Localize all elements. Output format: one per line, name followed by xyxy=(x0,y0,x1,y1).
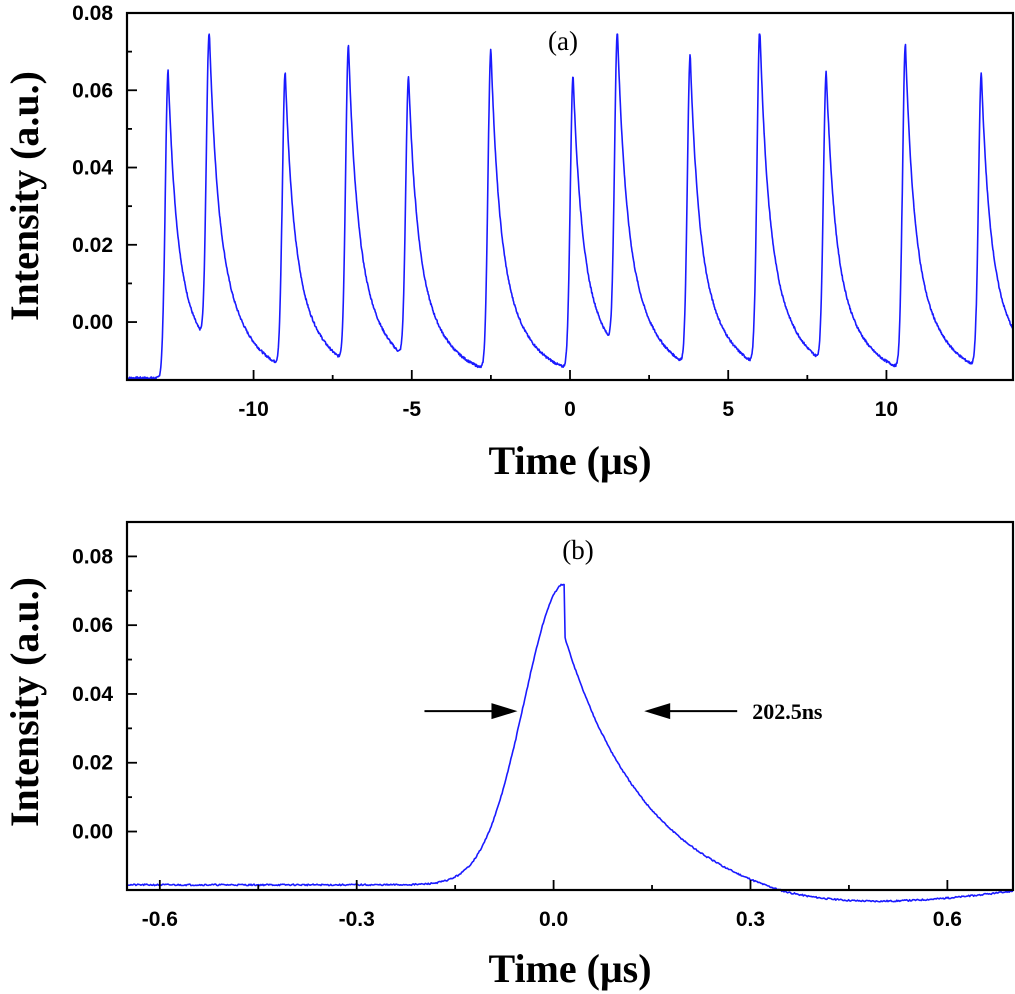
panel-a-y-tick-label: 0.02 xyxy=(72,234,113,257)
panel-b-label: (b) xyxy=(562,535,593,565)
panel-b-y-tick-label: 0.04 xyxy=(72,683,113,706)
panel-b-y-tick-label: 0.00 xyxy=(72,821,113,844)
panel-a-x-tick-label: 0 xyxy=(564,398,576,421)
panel-b-x-tick-label: 0.3 xyxy=(736,908,765,931)
panel-a-y-tick-label: 0.08 xyxy=(72,2,113,25)
panel-a-y-axis-label: Intensity (a.u.) xyxy=(2,71,47,321)
panel-a-frame xyxy=(125,11,1015,382)
panel-a-y-tick-label: 0.04 xyxy=(72,157,113,180)
panel-b-frame xyxy=(125,520,1015,892)
panel-b-x-tick-label: -0.6 xyxy=(142,908,178,931)
panel-b-y-tick-label: 0.08 xyxy=(72,545,113,568)
panel-a-x-axis-label: Time (μs) xyxy=(488,438,651,483)
panel-a-x-tick-label: -5 xyxy=(402,398,421,421)
fwhm-right-arrowhead xyxy=(644,703,671,720)
panel-a: -10 -5 0 5 10 0.00 0.02 0.04 0.06 0.08 (a) Time (… xyxy=(2,2,1015,483)
panel-b-x-tick-label: 0.0 xyxy=(539,908,568,931)
panel-a-x-tick-label: 10 xyxy=(875,398,898,421)
panel-b: -0.6 -0.3 0.0 0.3 0.6 0.00 0.02 0.04 0.06 0.08 (b… xyxy=(2,520,1015,991)
panel-b-y-tick-label: 0.02 xyxy=(72,752,113,775)
single-pulse-line xyxy=(126,583,1014,903)
panel-b-x-axis-label: Time (μs) xyxy=(488,946,651,991)
fwhm-left-arrowhead xyxy=(491,703,518,720)
panel-b-y-tick-label: 0.06 xyxy=(72,614,113,637)
panel-a-label: (a) xyxy=(548,26,578,56)
panel-a-ticks: -10 -5 0 5 10 0.00 0.02 0.04 0.06 0.08 xyxy=(72,2,898,421)
panel-b-x-tick-label: -0.3 xyxy=(339,908,375,931)
panel-a-y-tick-label: 0.06 xyxy=(72,79,113,102)
panel-a-x-tick-label: -10 xyxy=(238,398,268,421)
fwhm-annotation: 202.5ns xyxy=(752,699,823,724)
pulse-train-line xyxy=(126,33,1014,380)
panel-a-y-tick-label: 0.00 xyxy=(72,311,113,334)
panel-b-x-tick-label: 0.6 xyxy=(933,908,962,931)
panel-b-ticks: -0.6 -0.3 0.0 0.3 0.6 0.00 0.02 0.04 0.06 0.08 xyxy=(72,545,962,931)
panel-b-y-axis-label: Intensity (a.u.) xyxy=(2,577,47,827)
panel-a-x-tick-label: 5 xyxy=(722,398,734,421)
